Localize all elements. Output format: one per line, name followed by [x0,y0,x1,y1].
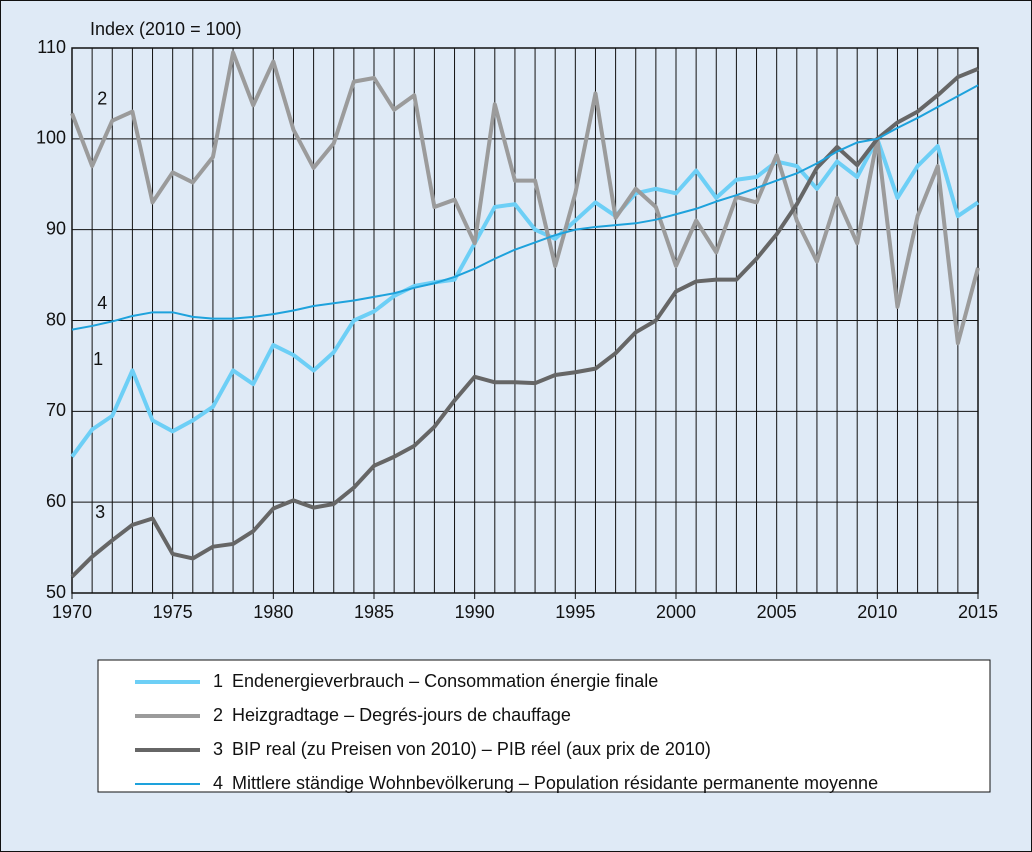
x-tick-label: 2000 [656,602,696,622]
x-tick-label: 2005 [757,602,797,622]
series-tag: 1 [93,349,103,369]
series-line [70,136,980,458]
legend-number: 2 [213,705,223,725]
series-tag: 4 [97,293,107,313]
y-tick-label: 100 [36,128,66,148]
x-tick-label: 2015 [958,602,998,622]
x-tick-label: 1990 [455,602,495,622]
legend [97,659,991,793]
series-line [70,50,980,346]
legend-label: BIP real (zu Preisen von 2010) – PIB rée… [232,739,711,759]
legend-number: 4 [213,773,223,793]
series-tag: 2 [97,89,107,109]
x-tick-label: 1980 [253,602,293,622]
x-tick-label: 1995 [555,602,595,622]
y-tick-label: 80 [46,309,66,329]
y-axis-label: Index (2010 = 100) [90,19,242,39]
x-tick-label: 1975 [153,602,193,622]
legend-number: 1 [213,671,223,691]
y-tick-label: 50 [46,582,66,602]
legend-label: Heizgradtage – Degrés-jours de chauffage [232,705,571,725]
x-tick-label: 1985 [354,602,394,622]
y-tick-label: 110 [37,37,66,57]
x-tick-label: 2010 [857,602,897,622]
series-tag: 3 [95,502,105,522]
y-tick-label: 70 [46,400,66,420]
legend-label: Endenergieverbrauch – Consommation énerg… [232,671,658,691]
plot-frame [71,47,979,594]
legend-number: 3 [213,739,223,759]
legend-label: Mittlere ständige Wohnbevölkerung – Popu… [232,773,878,793]
x-tick-label: 1970 [52,602,92,622]
series-line [71,84,979,331]
y-tick-label: 90 [46,218,66,238]
y-tick-label: 60 [46,491,66,511]
